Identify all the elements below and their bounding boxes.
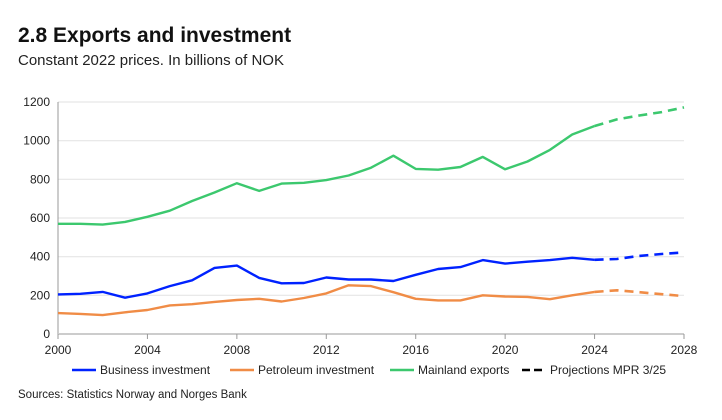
projection-line-mainland-exports — [594, 106, 685, 128]
x-tick-label: 2024 — [581, 343, 608, 357]
series-line-business-investment — [57, 256, 595, 299]
legend-label: Business investment — [100, 363, 211, 377]
y-tick-label: 800 — [30, 172, 50, 186]
y-tick-label: 200 — [30, 288, 50, 302]
x-tick-label: 2008 — [224, 343, 251, 357]
legend-label: Projections MPR 3/25 — [550, 363, 666, 377]
source-note: Sources: Statistics Norway and Norges Ba… — [18, 389, 247, 401]
y-tick-label: 600 — [30, 211, 50, 225]
x-tick-label: 2000 — [45, 343, 72, 357]
legend-label: Mainland exports — [418, 363, 509, 377]
series-line-mainland-exports — [58, 124, 596, 226]
y-tick-label: 1000 — [23, 134, 50, 148]
y-tick-label: 0 — [43, 327, 50, 341]
chart-title: 2.8 Exports and investment — [18, 24, 292, 47]
y-tick-label: 400 — [30, 250, 50, 264]
x-tick-label: 2028 — [671, 343, 698, 357]
legend-label: Petroleum investment — [258, 363, 375, 377]
x-tick-label: 2020 — [492, 343, 519, 357]
series-line-petroleum-investment — [57, 284, 595, 317]
x-tick-label: 2012 — [313, 343, 340, 357]
x-tick-label: 2016 — [402, 343, 429, 357]
y-tick-label: 1200 — [23, 95, 50, 109]
x-tick-label: 2004 — [134, 343, 161, 357]
chart-subtitle: Constant 2022 prices. In billions of NOK — [18, 52, 284, 69]
